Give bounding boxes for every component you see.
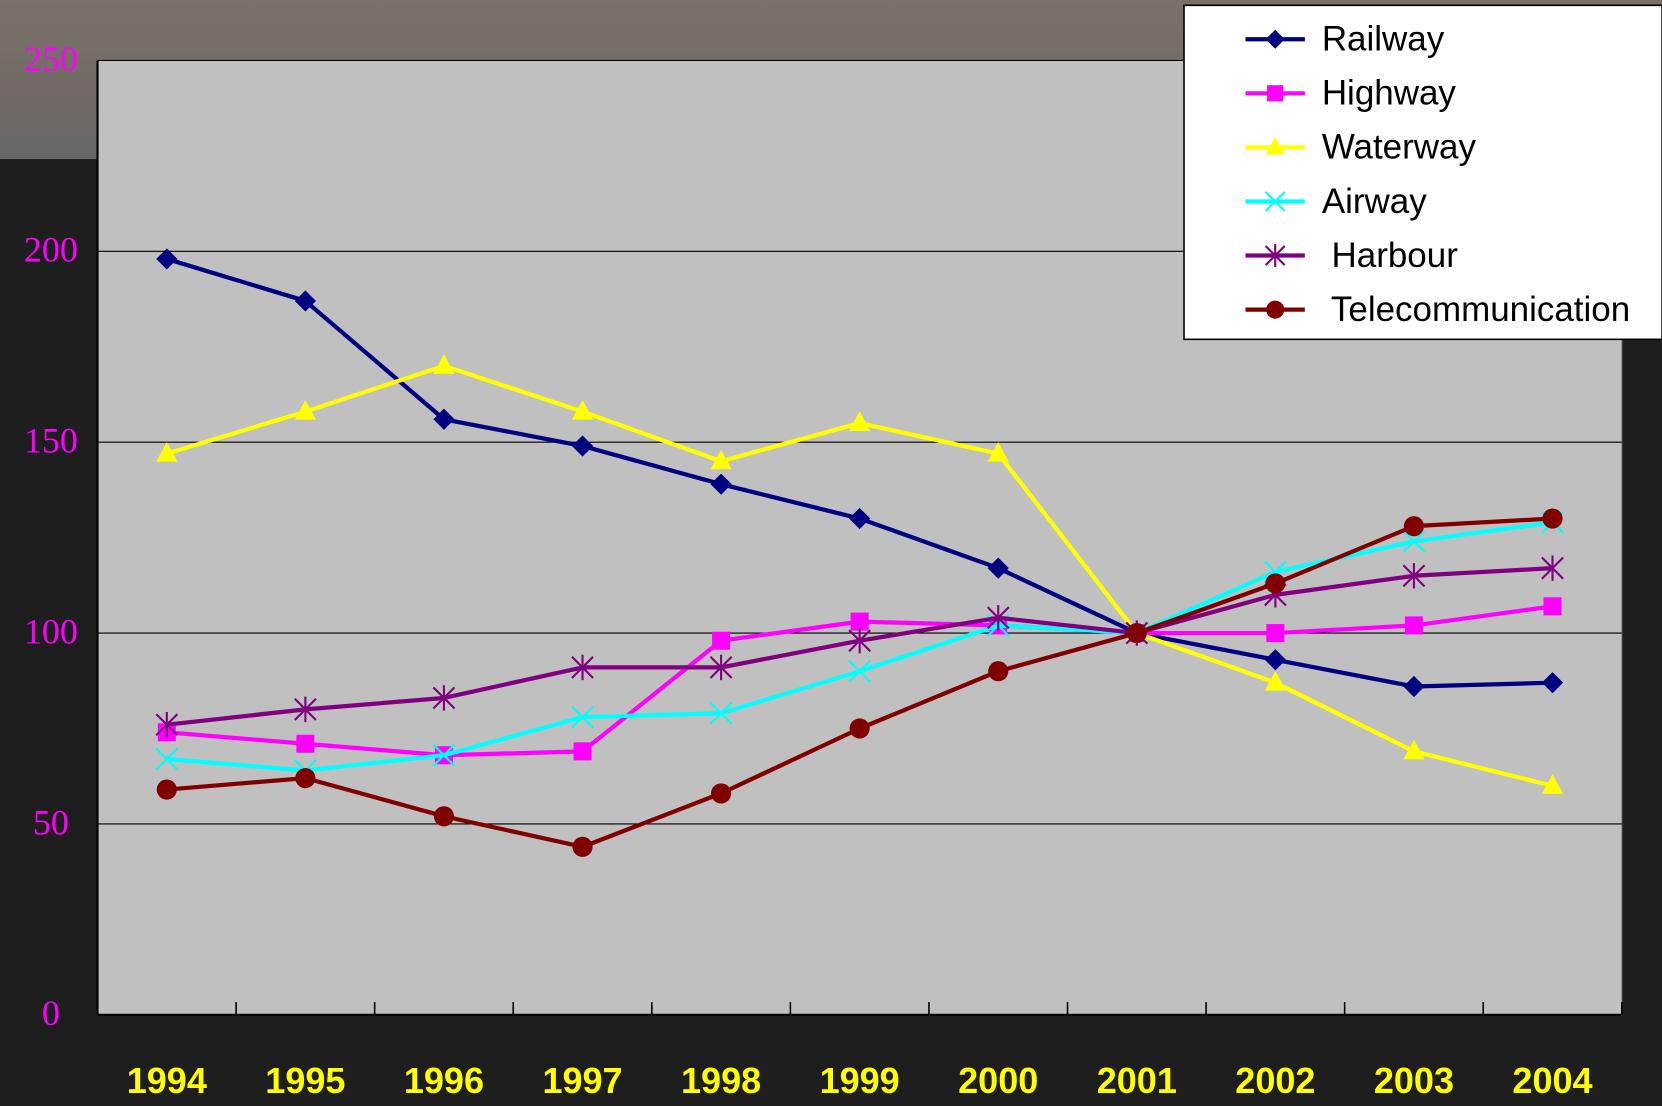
marker [1264, 649, 1286, 671]
marker [1402, 530, 1426, 553]
legend-label: Harbour [1322, 236, 1458, 275]
marker [1267, 85, 1284, 102]
marker [294, 399, 316, 420]
marker [156, 248, 178, 270]
marker [571, 399, 594, 420]
marker [296, 734, 315, 753]
marker [849, 718, 870, 739]
marker [433, 806, 455, 827]
marker [1266, 300, 1285, 319]
x-tick-label: 2001 [1097, 1060, 1177, 1101]
marker [571, 654, 594, 681]
marker [849, 411, 871, 432]
marker [710, 449, 732, 470]
marker [987, 441, 1009, 462]
x-tick-label: 2000 [958, 1060, 1038, 1101]
marker [712, 631, 731, 650]
y-tick-label: 0 [42, 993, 60, 1033]
marker [155, 747, 179, 771]
marker [986, 605, 1010, 631]
legend: Railway Highway Waterway Airway Harbour Tel… [1183, 4, 1662, 341]
marker [1404, 616, 1423, 635]
legend-label: Waterway [1322, 128, 1477, 167]
marker [710, 473, 732, 495]
marker [1265, 29, 1285, 49]
marker [711, 783, 732, 804]
legend-label: Railway [1322, 20, 1445, 59]
marker [432, 743, 456, 767]
x-tick-label: 1996 [404, 1060, 484, 1101]
x-tick-label: 1995 [265, 1060, 345, 1101]
marker [571, 705, 594, 729]
x-tick-label: 1999 [820, 1060, 900, 1101]
marker [156, 779, 177, 800]
marker [1264, 191, 1286, 212]
marker [432, 685, 456, 711]
marker [987, 557, 1009, 579]
marker [155, 711, 179, 738]
marker [573, 742, 592, 761]
x-tick-label: 2002 [1235, 1060, 1315, 1101]
y-tick-label: 150 [24, 421, 78, 461]
marker [294, 696, 317, 723]
legend-box [1183, 4, 1662, 341]
marker [1126, 622, 1147, 644]
marker [571, 435, 594, 457]
y-tick-label: 100 [24, 611, 78, 651]
marker [850, 612, 869, 631]
x-tick-label: 1997 [542, 1060, 622, 1101]
x-tick-label: 2004 [1512, 1060, 1592, 1101]
marker [1265, 573, 1286, 594]
marker [1543, 597, 1562, 616]
y-tick-label: 200 [24, 230, 78, 270]
marker [1266, 624, 1285, 643]
legend-label: Airway [1322, 182, 1427, 221]
marker [572, 836, 593, 857]
marker [1403, 675, 1425, 698]
marker [1403, 516, 1425, 537]
legend-label: Telecommunication [1322, 290, 1630, 329]
marker [709, 701, 733, 725]
marker [1542, 508, 1563, 529]
marker [1402, 563, 1426, 589]
y-tick-label: 250 [24, 39, 78, 79]
x-tick-label: 1994 [127, 1060, 207, 1101]
marker [294, 290, 316, 312]
x-tick-label: 2003 [1374, 1060, 1454, 1101]
marker [1541, 555, 1564, 581]
marker [433, 354, 455, 374]
marker [1541, 672, 1564, 694]
marker [988, 661, 1009, 682]
marker [709, 654, 733, 681]
marker [848, 659, 872, 683]
legend-label: Highway [1322, 74, 1457, 113]
marker [1541, 774, 1564, 794]
marker [295, 768, 316, 789]
marker [1403, 739, 1425, 760]
x-tick-label: 1998 [681, 1060, 761, 1101]
marker [1264, 244, 1286, 268]
marker [848, 627, 872, 654]
y-tick-label: 50 [33, 802, 69, 842]
marker [1264, 671, 1286, 691]
marker [156, 441, 178, 462]
marker [1265, 136, 1285, 155]
